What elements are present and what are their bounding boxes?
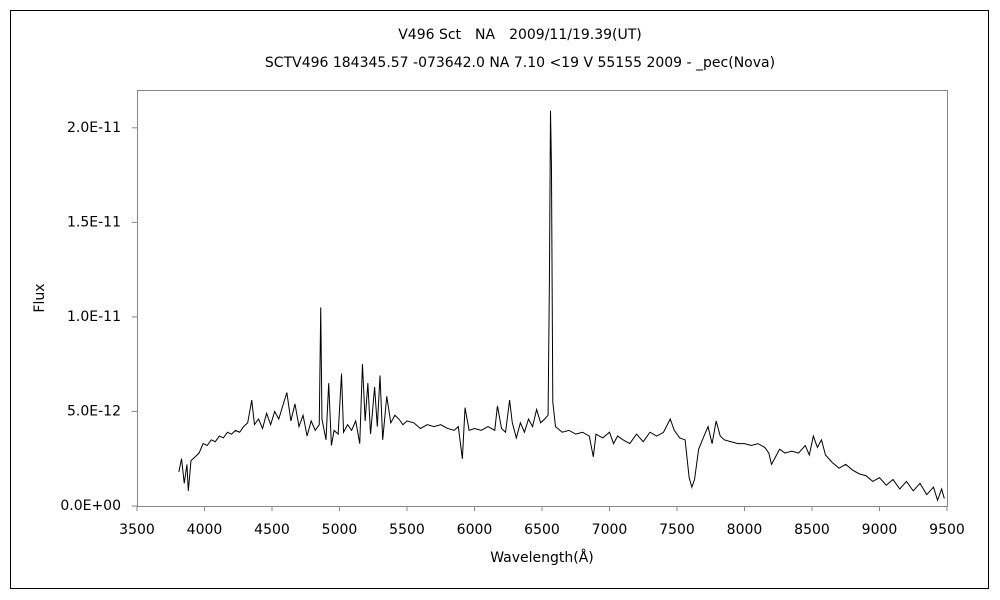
x-tick-label: 7500 [659,522,695,538]
spectrum-line [178,110,945,502]
x-axis-label: Wavelength(Å) [490,549,594,566]
x-tick-label: 6000 [457,522,493,538]
chart-title: V496 Sct NA 2009/11/19.39(UT) [398,27,642,43]
x-tick-label: 8500 [794,522,830,538]
y-axis-label: Flux [32,283,48,312]
chart-subtitle: SCTV496 184345.57 -073642.0 NA 7.10 <19 … [265,55,775,71]
x-tick-label: 7000 [592,522,628,538]
y-tick-label: 1.5E-11 [67,214,121,230]
x-tick-label: 4500 [254,522,290,538]
y-tick-label: 1.0E-11 [67,309,121,325]
x-tick-label: 5000 [322,522,358,538]
x-tick-label: 8000 [727,522,763,538]
y-tick-label: 5.0E-12 [67,403,121,419]
x-tick-label: 6500 [524,522,560,538]
x-tick-label: 9000 [862,522,898,538]
y-tick-label: 0.0E+00 [60,498,121,514]
x-tick-label: 3500 [119,522,155,538]
plot-area [137,90,948,507]
y-tick-label: 2.0E-11 [67,120,121,136]
x-tick-label: 4000 [187,522,223,538]
x-tick-label: 5500 [389,522,425,538]
x-tick-label: 9500 [929,522,965,538]
